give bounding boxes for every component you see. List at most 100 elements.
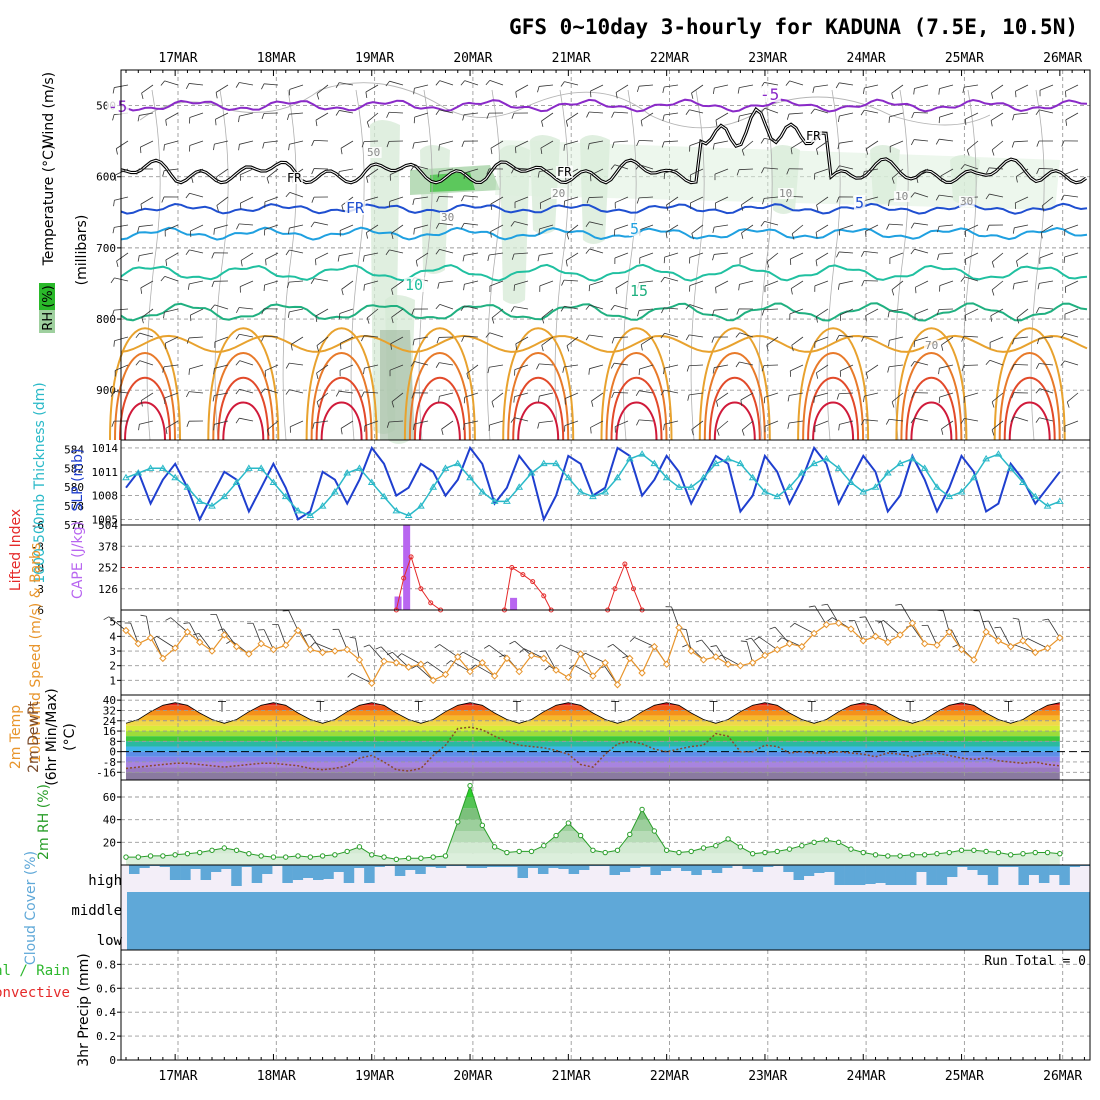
- wind-barb-flag: [687, 394, 690, 401]
- wind-barb: [764, 420, 779, 427]
- cloud-high-bar: [364, 865, 375, 883]
- wind-barb-flag: [213, 144, 215, 151]
- wind-barb: [915, 280, 929, 288]
- wind-barb-flag: [769, 626, 776, 630]
- wind-barb: [190, 308, 204, 316]
- wind-speed-marker: [1019, 637, 1027, 645]
- rh-marker: [1057, 850, 1063, 857]
- temperature-band: [126, 761, 1060, 768]
- wind-speed-marker: [171, 644, 179, 652]
- wind-barb-flag: [261, 113, 265, 120]
- wind-barb-flag: [541, 345, 544, 352]
- wind-barb-flag: [863, 396, 865, 403]
- thickness-marker: [1006, 464, 1015, 471]
- rh-marker: [823, 837, 830, 843]
- y-tick-label: 0: [109, 746, 116, 759]
- thickness-marker: [945, 492, 954, 500]
- cloud-high-bar: [752, 865, 764, 872]
- wind-barb: [438, 196, 454, 198]
- wind-barb: [789, 420, 804, 424]
- wind-barb-flag: [391, 233, 394, 240]
- temperature-band: [126, 720, 1060, 726]
- wind-barb: [464, 280, 479, 285]
- thickness-marker: [1043, 502, 1052, 509]
- rh-marker: [737, 844, 744, 850]
- cloud-high-bar: [190, 865, 201, 869]
- rh-marker: [418, 855, 424, 861]
- cloud-high-bar: [200, 865, 212, 880]
- wind-barb: [816, 196, 829, 206]
- wind-barb-flag: [685, 109, 690, 115]
- wind-barb-flag: [316, 345, 320, 352]
- contour-label: 20: [552, 187, 565, 200]
- wind-barb-flag: [511, 167, 515, 174]
- wind-barb-flag: [286, 282, 290, 289]
- wind-barb-flag: [315, 120, 318, 127]
- wind-barb: [315, 252, 329, 260]
- wind-barb: [939, 252, 954, 255]
- wind-barb-flag: [588, 368, 590, 375]
- thickness-marker: [847, 478, 855, 485]
- wind-barb-flag: [191, 176, 194, 183]
- wind-barb-flag: [716, 429, 720, 436]
- wind-barb: [689, 109, 704, 114]
- rh-marker: [393, 856, 400, 863]
- wind-barb: [1014, 112, 1029, 115]
- temperature-band: [126, 756, 1060, 762]
- contour-label: 30: [960, 195, 973, 208]
- wind-barb: [814, 108, 829, 114]
- wind-barb: [839, 165, 854, 170]
- wind-barb: [541, 336, 554, 346]
- boundary-layer-isotherm: [698, 327, 771, 441]
- rh-marker: [270, 854, 277, 860]
- wind-barb-flag: [538, 396, 540, 403]
- wind-barb-flag: [412, 198, 415, 205]
- wind-barb-flag: [396, 653, 402, 658]
- rh-marker: [565, 820, 572, 826]
- wind-barb-flag: [413, 423, 415, 431]
- wind-barb-flag: [837, 283, 840, 290]
- cloud-high-bar: [783, 865, 794, 872]
- cloud-high-bar: [936, 865, 948, 885]
- wind-barb: [566, 336, 579, 346]
- wind-barb: [264, 140, 279, 144]
- wind-barb: [573, 664, 594, 677]
- wind-barb-flag: [691, 429, 694, 436]
- li-tick-label: -3: [31, 540, 44, 553]
- wind-barb-flag: [141, 93, 144, 100]
- wind-barb-flag: [266, 429, 270, 436]
- wind-barb-flag: [541, 317, 545, 324]
- wind-barb: [989, 336, 1004, 343]
- wind-barb: [864, 109, 879, 114]
- wind-barb: [539, 392, 554, 397]
- wind-barb: [889, 336, 904, 341]
- wind-barb: [701, 639, 717, 658]
- contour-label: FR: [806, 129, 821, 143]
- isotherm-plus15: [120, 263, 1088, 282]
- wind-barb: [864, 168, 879, 172]
- wind-barb-flag: [1035, 417, 1040, 423]
- wind-barb: [839, 140, 854, 144]
- wind-barb: [316, 392, 329, 403]
- y-tick-label: 0.8: [96, 958, 116, 971]
- rh-marker: [971, 847, 977, 853]
- wind-barb-flag: [961, 336, 965, 342]
- wind-barb: [314, 278, 329, 282]
- wind-barb: [439, 362, 454, 366]
- wind-barb-flag: [437, 282, 440, 289]
- wind-barb: [889, 364, 904, 368]
- wind-barb: [864, 84, 879, 89]
- wind-barb-flag: [962, 87, 965, 94]
- rh-legend-swatch: [39, 310, 55, 333]
- wind-barb: [214, 420, 229, 425]
- cloud-high-bar: [681, 865, 692, 871]
- wind-barb: [340, 336, 354, 344]
- ylabel-wind-speed: 10m Wind Speed (m/s) & Barbs: [28, 543, 44, 763]
- rh-marker: [528, 848, 535, 855]
- wind-barb-flag: [590, 427, 592, 434]
- wind-barb-flag: [316, 372, 319, 379]
- rh-marker: [602, 849, 608, 856]
- wind-barb-flag: [490, 148, 493, 155]
- contour-label: 30: [441, 211, 454, 224]
- contour-label: FR: [287, 171, 302, 185]
